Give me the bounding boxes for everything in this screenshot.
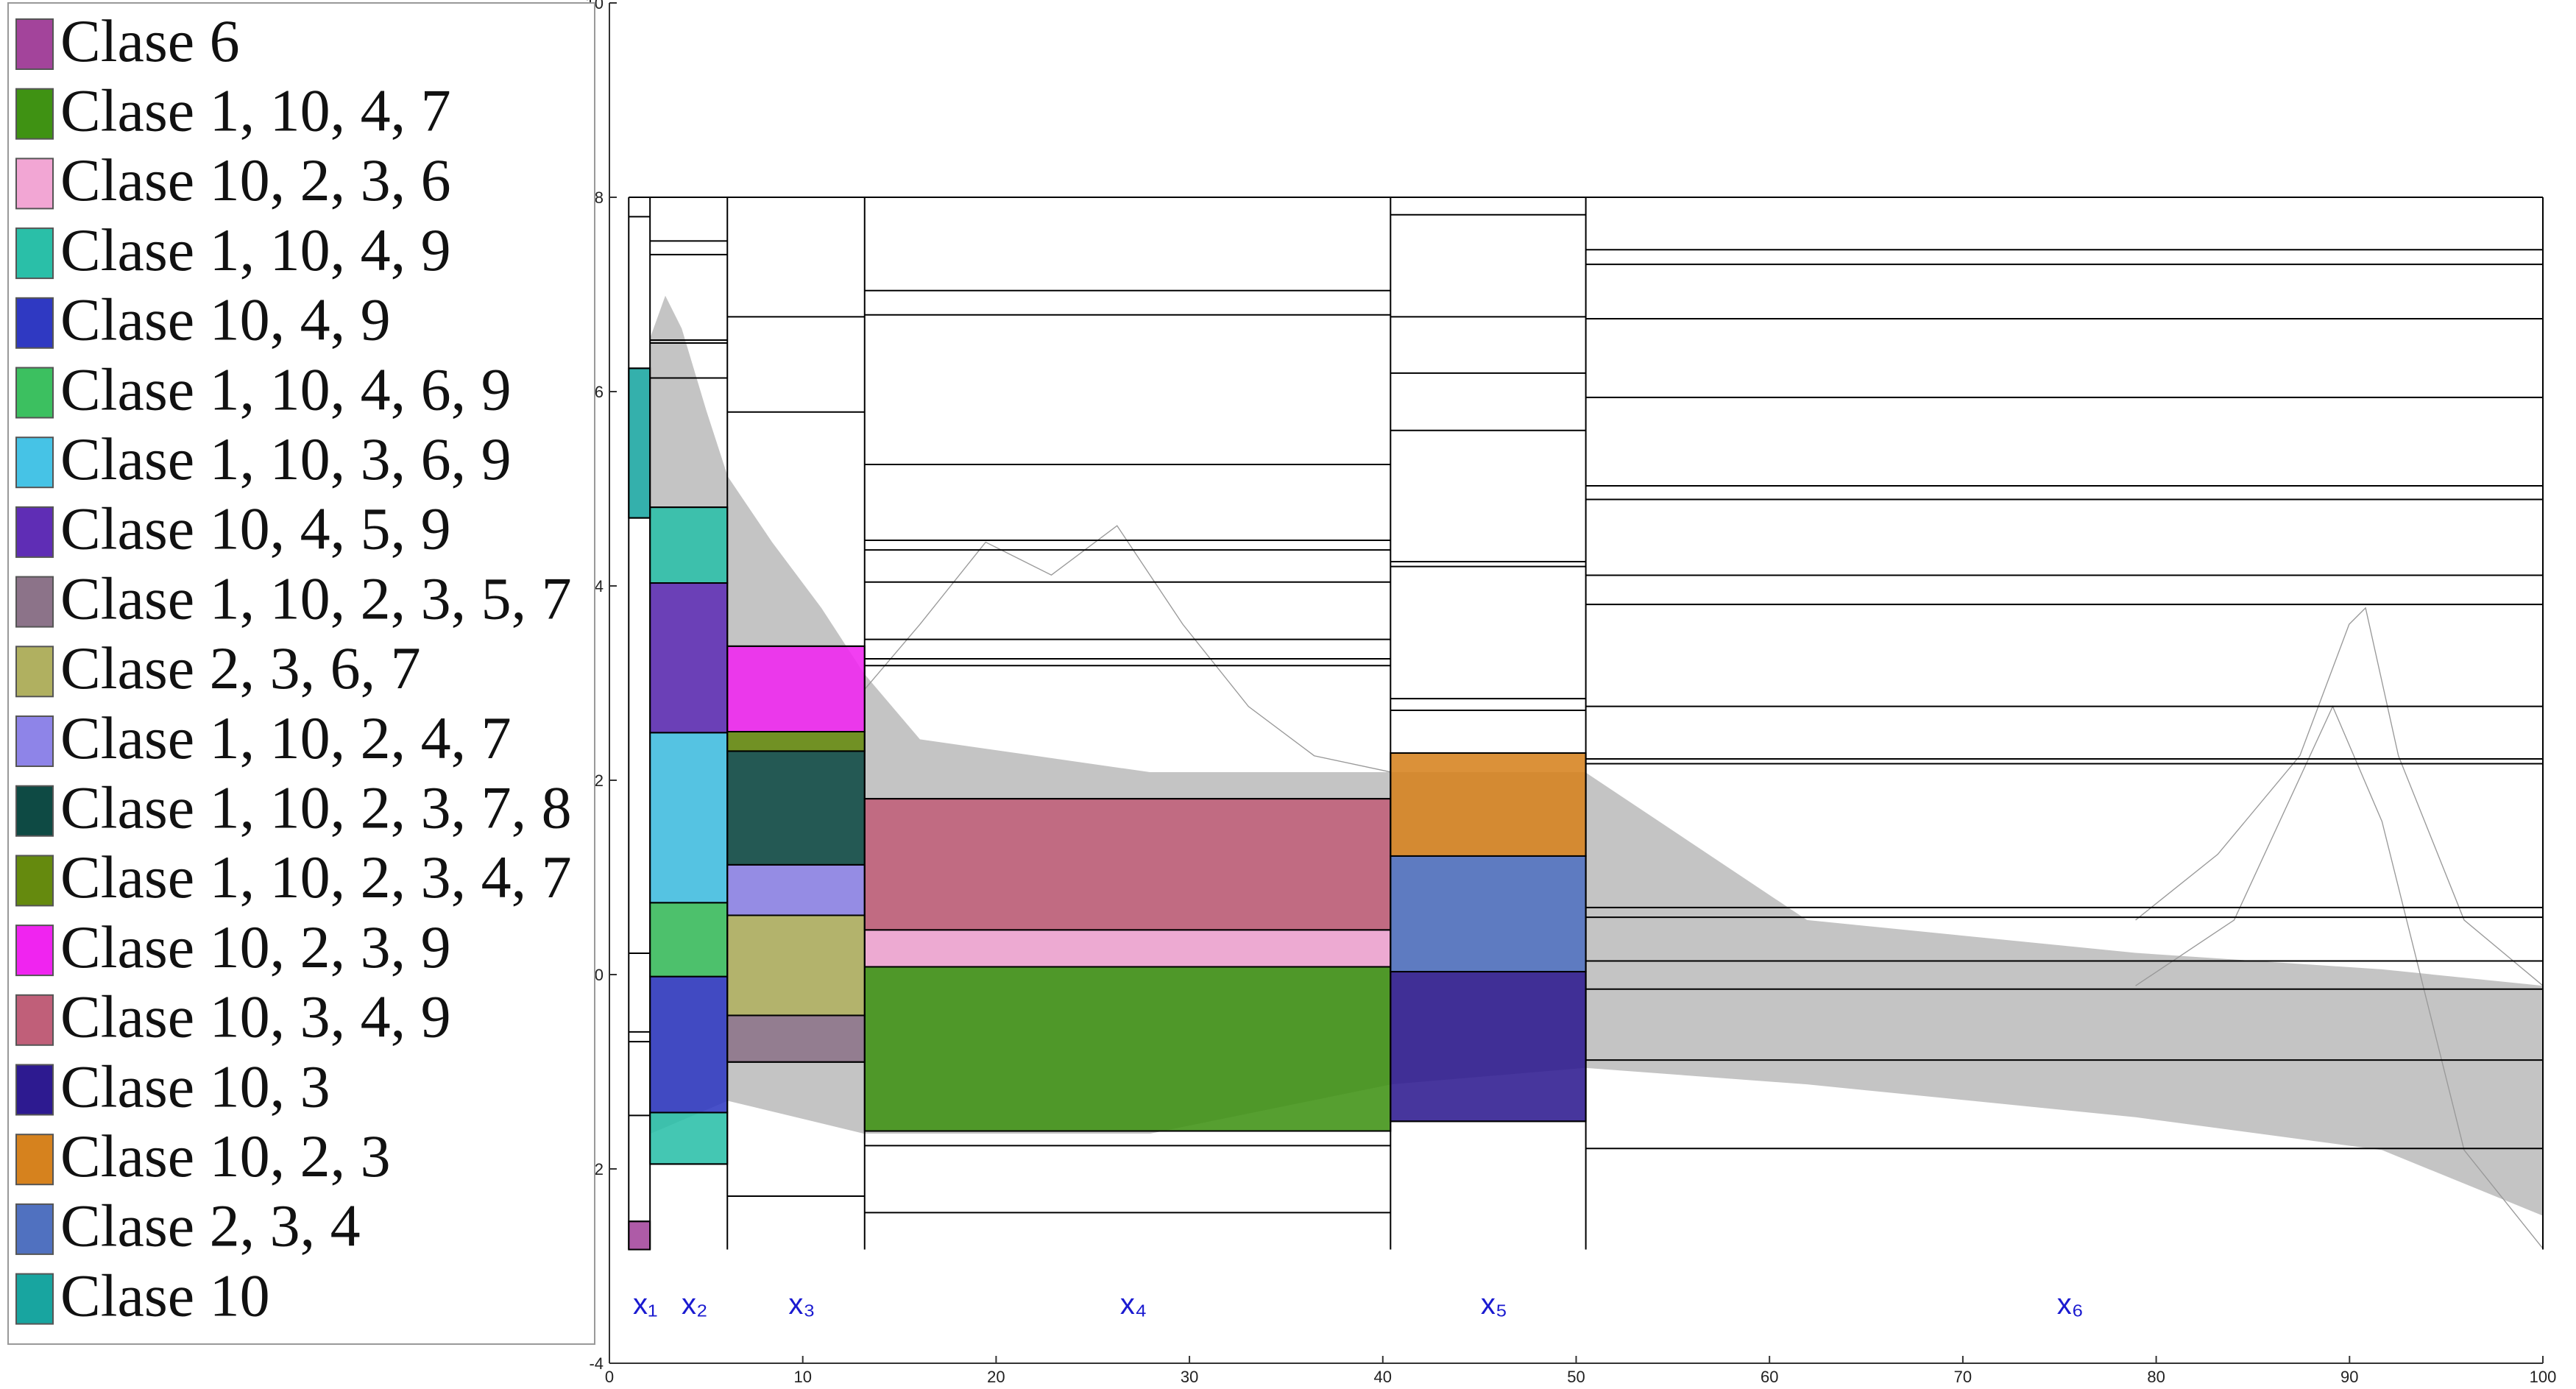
legend-swatch [15, 506, 54, 558]
legend-swatch [15, 158, 54, 210]
segment-label: x₄ [1120, 1288, 1147, 1321]
legend-label: Clase 10 [60, 1262, 270, 1329]
legend-swatch [15, 1273, 54, 1325]
legend-swatch [15, 437, 54, 489]
class-box [649, 902, 729, 978]
legend-swatch [15, 576, 54, 628]
legend-label: Clase 1, 10, 2, 3, 4, 7 [60, 844, 572, 911]
segment-label: x₃ [788, 1288, 815, 1321]
x-tick-label: 80 [2147, 1368, 2165, 1386]
segment-label: x₅ [1481, 1288, 1507, 1321]
y-tick-label: 8 [595, 188, 604, 207]
legend-swatch [15, 1064, 54, 1116]
class-box [649, 975, 729, 1114]
legend-label: Clase 1, 10, 3, 6, 9 [60, 425, 512, 492]
y-tick-label: 4 [595, 577, 604, 595]
x-tick-label: 10 [793, 1368, 811, 1386]
legend-swatch [15, 1134, 54, 1186]
class-box [1390, 752, 1587, 857]
x-tick-label: 30 [1181, 1368, 1198, 1386]
legend-label: Clase 1, 10, 4, 6, 9 [60, 356, 512, 423]
legend-swatch [15, 367, 54, 419]
class-box [649, 732, 729, 904]
class-box [726, 731, 866, 752]
legend-swatch [15, 646, 54, 698]
class-box [649, 1111, 729, 1165]
x-tick-label: 40 [1374, 1368, 1392, 1386]
legend-swatch [15, 297, 54, 349]
x-tick-label: 60 [1761, 1368, 1778, 1386]
segment-label: x₆ [2057, 1288, 2084, 1321]
class-box [863, 966, 1392, 1132]
class-box [628, 1220, 651, 1251]
class-box [863, 929, 1392, 968]
legend-swatch [15, 88, 54, 140]
x-tick-label: 100 [2530, 1368, 2557, 1386]
class-box [726, 750, 866, 866]
legend-label: Clase 6 [60, 7, 240, 74]
legend-label: Clase 1, 10, 2, 3, 5, 7 [60, 565, 572, 632]
x-tick-label: 70 [1954, 1368, 1972, 1386]
class-box [863, 798, 1392, 931]
y-tick-label: 0 [595, 966, 604, 984]
legend-swatch [15, 785, 54, 837]
legend-label: Clase 10, 3, 4, 9 [60, 983, 451, 1050]
class-box [726, 914, 866, 1017]
y-tick-label: 6 [595, 383, 604, 401]
legend-label: Clase 10, 3 [60, 1053, 330, 1120]
legend-label: Clase 1, 10, 2, 3, 7, 8 [60, 774, 572, 841]
legend-swatch [15, 925, 54, 977]
class-box [726, 645, 866, 733]
curve-sample [863, 525, 1392, 773]
x-tick-label: 20 [987, 1368, 1005, 1386]
class-box [1390, 855, 1587, 973]
legend-frame [7, 2, 595, 1345]
legend-label: Clase 10, 4, 5, 9 [60, 495, 451, 562]
segment-label: x₁ [633, 1288, 658, 1321]
legend-label: Clase 1, 10, 4, 9 [60, 216, 451, 283]
legend-label: Clase 2, 3, 6, 7 [60, 635, 421, 701]
class-box [649, 506, 729, 584]
curve-sample [2135, 607, 2544, 986]
y-tick-label: -4 [589, 1354, 604, 1373]
legend-label: Clase 10, 2, 3 [60, 1123, 391, 1190]
legend-swatch [15, 715, 54, 767]
legend-label: Clase 10, 2, 3, 9 [60, 913, 451, 980]
legend-swatch [15, 1203, 54, 1255]
class-box [628, 367, 651, 519]
legend-label: Clase 2, 3, 4 [60, 1192, 361, 1259]
x-tick-label: 90 [2340, 1368, 2358, 1386]
legend-swatch [15, 855, 54, 907]
plot-area: -4-202468100102030405060708090100x₁x₂x₃x… [586, 0, 2557, 1386]
legend-label: Clase 10, 2, 3, 6 [60, 146, 451, 213]
legend-swatch [15, 227, 54, 280]
legend-label: Clase 10, 4, 9 [60, 286, 391, 353]
class-box [1390, 971, 1587, 1123]
x-tick-label: 50 [1567, 1368, 1585, 1386]
x-tick-label: 0 [605, 1368, 614, 1386]
legend-label: Clase 1, 10, 4, 7 [60, 77, 451, 144]
y-tick-label: 2 [595, 771, 604, 790]
segment-label: x₂ [682, 1288, 708, 1321]
class-box [726, 863, 866, 916]
class-box [649, 582, 729, 734]
legend-label: Clase 1, 10, 2, 4, 7 [60, 704, 512, 771]
class-box [726, 1014, 866, 1063]
legend-swatch [15, 994, 54, 1046]
legend-swatch [15, 18, 54, 70]
